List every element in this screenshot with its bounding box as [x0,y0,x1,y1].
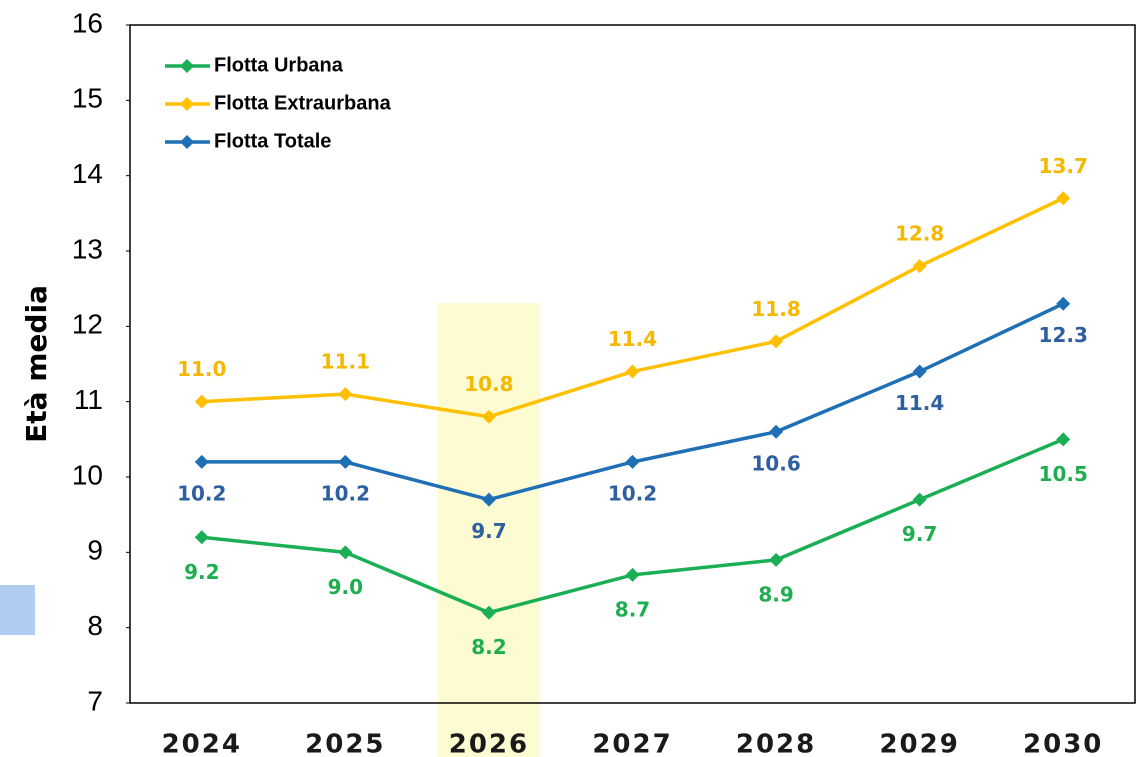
point [912,259,927,274]
data-label: 10.6 [751,451,800,475]
y-tick-label: 10 [72,459,103,490]
point [625,567,640,582]
data-label: 11.4 [608,327,657,351]
point [194,530,209,545]
point [769,424,784,439]
highlight-band [437,303,540,757]
point [912,492,927,507]
point [194,394,209,409]
data-label: 11.4 [895,391,944,415]
data-label: 11.1 [321,350,370,374]
y-tick-label: 8 [87,610,103,641]
y-axis-label: Età media [20,285,53,443]
data-label: 11.8 [751,297,800,321]
point [1056,296,1071,311]
y-tick-label: 14 [72,158,103,189]
data-label: 9.7 [471,519,506,543]
data-label: 12.3 [1039,323,1088,347]
point [769,552,784,567]
point [1056,191,1071,206]
data-label: 10.5 [1039,462,1088,486]
point [625,454,640,469]
y-tick-label: 9 [87,535,103,566]
data-label: 10.2 [608,481,657,505]
point [1056,432,1071,447]
legend-marker [180,135,194,149]
point [481,492,496,507]
x-tick-label: 2028 [736,730,816,757]
point [481,409,496,424]
data-label: 11.0 [177,357,226,381]
point [338,545,353,560]
legend-marker [180,97,194,111]
y-tick-label: 16 [72,7,103,38]
x-tick-label: 2026 [449,730,529,757]
data-label: 10.2 [177,481,226,505]
point [338,454,353,469]
legend-label: Flotta Urbana [214,54,344,76]
y-tick-label: 11 [74,384,103,415]
data-label: 8.7 [615,597,650,621]
plot-border [129,24,1136,704]
y-tick-label: 7 [87,685,103,716]
data-label: 10.8 [464,372,513,396]
point [338,387,353,402]
x-tick-label: 2029 [879,730,959,757]
data-label: 8.9 [758,582,793,606]
point [912,364,927,379]
x-tick-label: 2027 [592,730,672,757]
point [625,364,640,379]
y-tick-label: 13 [72,233,103,264]
point [769,334,784,349]
point [194,454,209,469]
legend-marker [180,59,194,73]
x-tick-label: 2025 [305,730,385,757]
data-label: 13.7 [1039,154,1088,178]
y-tick-label: 15 [72,83,103,114]
legend-label: Flotta Extraurbana [214,92,392,114]
x-tick-label: 2024 [162,730,242,757]
data-label: 9.2 [184,560,219,584]
data-label: 8.2 [471,635,506,659]
data-label: 9.0 [328,575,363,599]
data-label: 9.7 [902,522,937,546]
data-label: 10.2 [321,481,370,505]
data-label: 12.8 [895,222,944,246]
y-tick-label: 12 [72,309,103,340]
point [481,605,496,620]
legend-label: Flotta Totale [214,130,331,152]
x-tick-label: 2030 [1023,730,1103,757]
arrow-decoration [0,585,35,635]
